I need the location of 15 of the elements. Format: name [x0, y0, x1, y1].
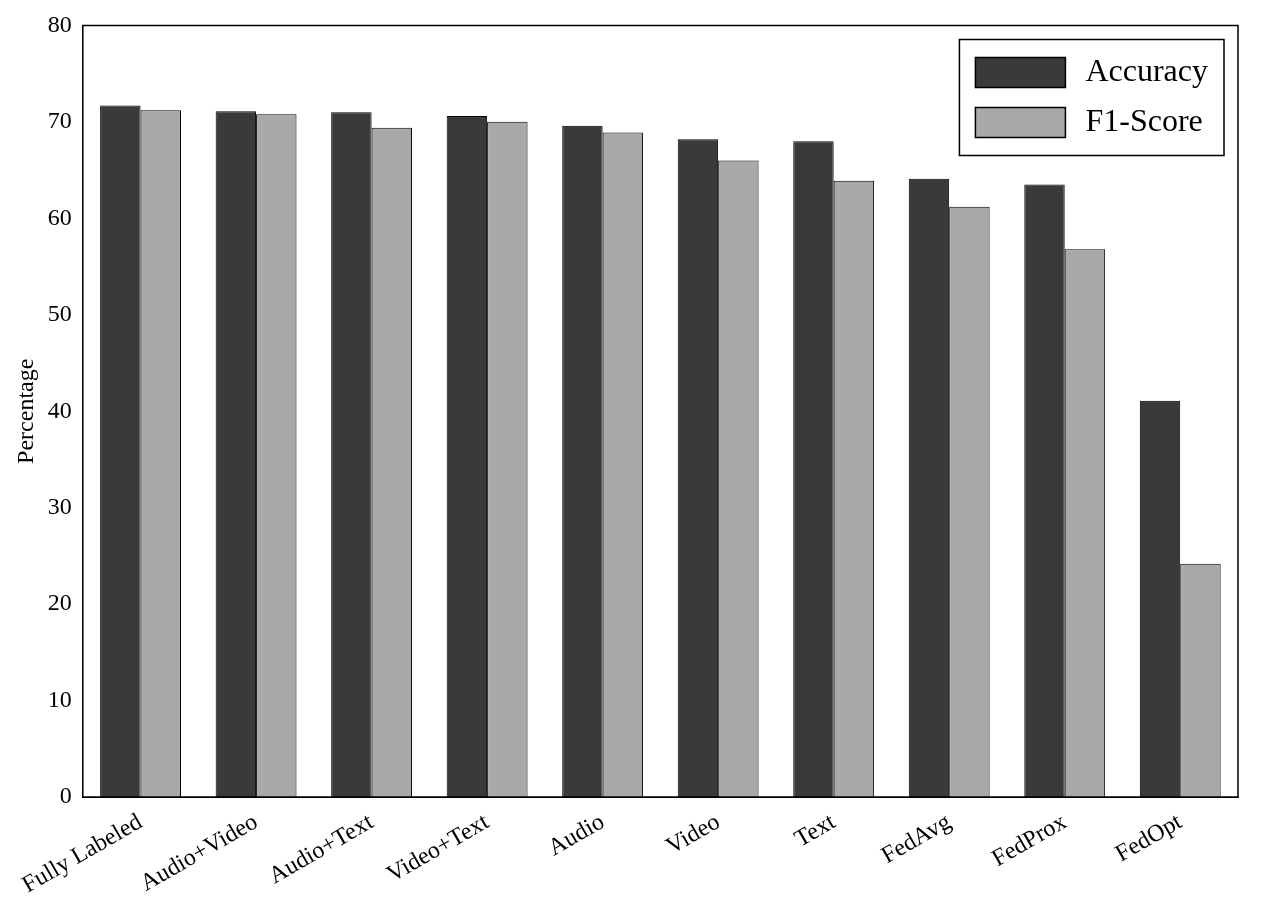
- legend-label: F1-Score: [1085, 101, 1203, 138]
- y-tick-label: 10: [47, 685, 72, 712]
- legend-label: Accuracy: [1085, 51, 1208, 88]
- y-tick-label: 50: [47, 300, 72, 327]
- y-tick-label: 60: [47, 203, 72, 230]
- y-tick-label: 20: [47, 589, 72, 616]
- x-tick-label: Text: [789, 807, 840, 852]
- y-tick-label: 80: [47, 10, 72, 37]
- x-tick-label: Video: [661, 807, 724, 859]
- y-tick-label: 40: [47, 396, 72, 423]
- y-tick-label: 30: [47, 492, 72, 519]
- y-axis-title: Percentage: [11, 358, 38, 464]
- y-tick-label: 70: [47, 107, 72, 134]
- x-tick-label: Audio: [543, 807, 609, 861]
- y-tick-label: 0: [59, 782, 72, 809]
